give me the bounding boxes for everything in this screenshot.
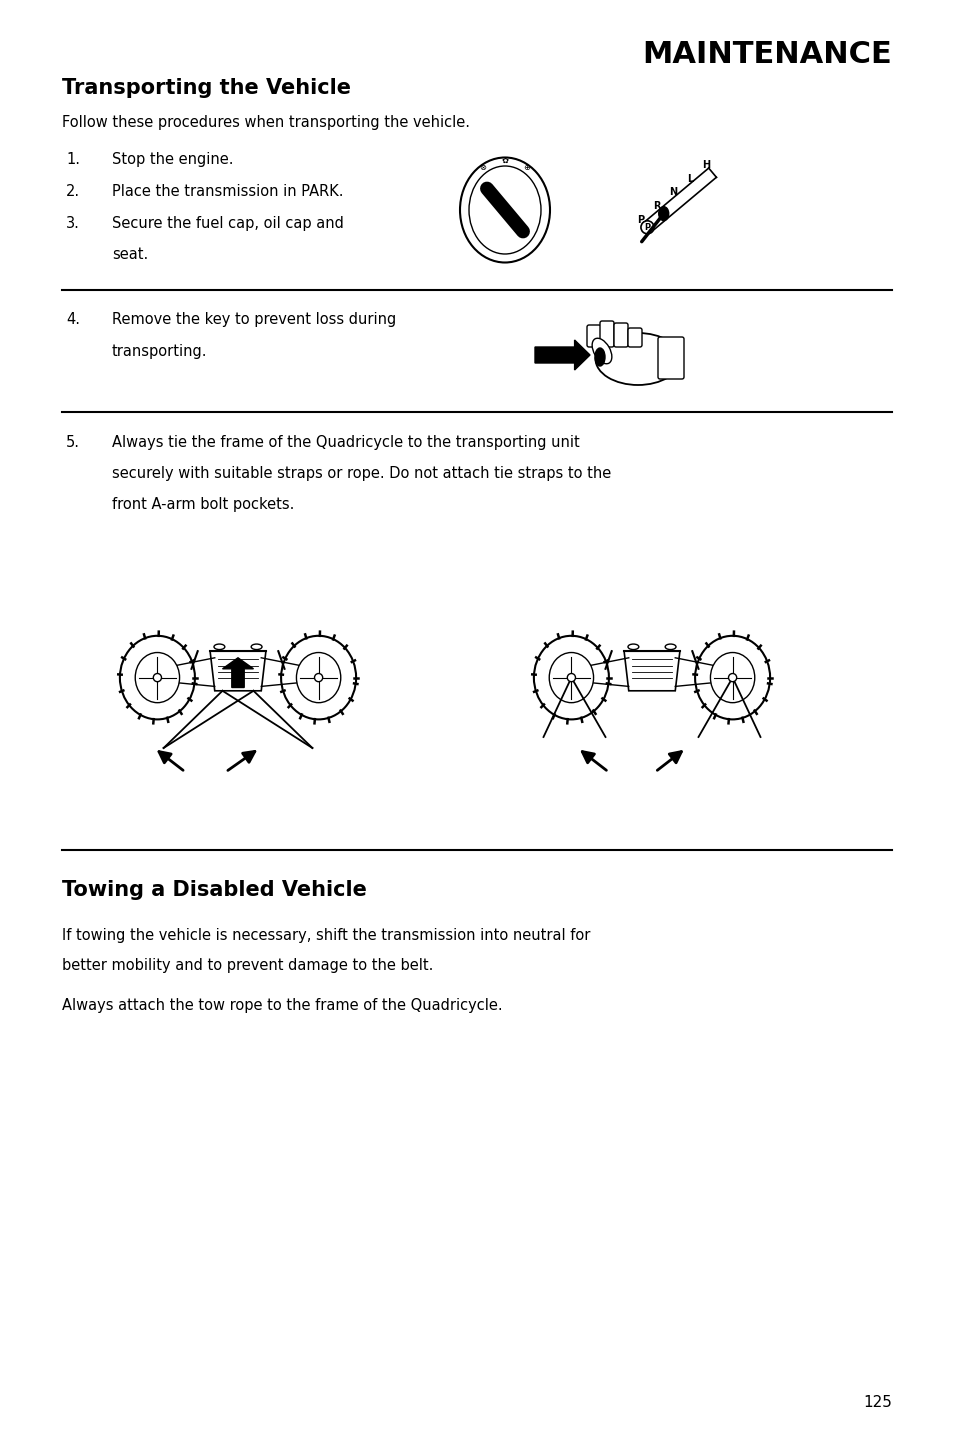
Text: front A-arm bolt pockets.: front A-arm bolt pockets.: [112, 497, 294, 512]
Text: Towing a Disabled Vehicle: Towing a Disabled Vehicle: [62, 880, 367, 900]
Ellipse shape: [627, 644, 639, 650]
Text: Always attach the tow rope to the frame of the Quadricycle.: Always attach the tow rope to the frame …: [62, 997, 502, 1013]
FancyBboxPatch shape: [599, 321, 614, 348]
Text: Remove the key to prevent loss during: Remove the key to prevent loss during: [112, 313, 395, 327]
Text: P: P: [637, 215, 644, 225]
Ellipse shape: [592, 339, 611, 364]
Text: H: H: [701, 160, 709, 170]
Ellipse shape: [710, 653, 754, 702]
Ellipse shape: [658, 206, 668, 221]
Ellipse shape: [595, 333, 679, 385]
Text: securely with suitable straps or rope. Do not attach tie straps to the: securely with suitable straps or rope. D…: [112, 465, 611, 481]
Ellipse shape: [251, 644, 262, 650]
Circle shape: [640, 221, 653, 234]
Ellipse shape: [459, 157, 550, 263]
Text: 2.: 2.: [66, 185, 80, 199]
Text: Follow these procedures when transporting the vehicle.: Follow these procedures when transportin…: [62, 115, 470, 129]
Ellipse shape: [135, 653, 179, 702]
Ellipse shape: [213, 644, 225, 650]
Polygon shape: [623, 651, 679, 691]
Circle shape: [314, 673, 322, 682]
FancyBboxPatch shape: [614, 323, 627, 348]
Text: R: R: [653, 201, 660, 211]
Text: transporting.: transporting.: [112, 345, 208, 359]
Circle shape: [153, 673, 161, 682]
Ellipse shape: [281, 635, 355, 720]
Ellipse shape: [595, 348, 604, 366]
Ellipse shape: [469, 166, 540, 254]
Text: MAINTENANCE: MAINTENANCE: [641, 41, 891, 68]
Text: better mobility and to prevent damage to the belt.: better mobility and to prevent damage to…: [62, 958, 433, 973]
Ellipse shape: [695, 635, 769, 720]
Text: 3.: 3.: [66, 217, 80, 231]
Polygon shape: [210, 651, 266, 691]
Text: Place the transmission in PARK.: Place the transmission in PARK.: [112, 185, 343, 199]
Text: ✿: ✿: [501, 156, 508, 164]
Text: Secure the fuel cap, oil cap and: Secure the fuel cap, oil cap and: [112, 217, 343, 231]
Text: L: L: [686, 173, 692, 183]
Polygon shape: [222, 657, 253, 688]
Text: 4.: 4.: [66, 313, 80, 327]
Text: ⊕: ⊕: [523, 163, 530, 173]
Circle shape: [567, 673, 575, 682]
Polygon shape: [535, 340, 589, 369]
Ellipse shape: [549, 653, 593, 702]
Text: Always tie the frame of the Quadricycle to the transporting unit: Always tie the frame of the Quadricycle …: [112, 435, 579, 449]
Text: If towing the vehicle is necessary, shift the transmission into neutral for: If towing the vehicle is necessary, shif…: [62, 928, 590, 944]
Ellipse shape: [120, 635, 194, 720]
Text: seat.: seat.: [112, 247, 148, 262]
Ellipse shape: [664, 644, 676, 650]
FancyBboxPatch shape: [586, 326, 600, 348]
Text: ⊗: ⊗: [479, 163, 486, 173]
Text: 1.: 1.: [66, 153, 80, 167]
Text: P: P: [643, 222, 650, 231]
FancyBboxPatch shape: [658, 337, 683, 379]
Circle shape: [728, 673, 736, 682]
Text: Transporting the Vehicle: Transporting the Vehicle: [62, 79, 351, 97]
Text: 125: 125: [862, 1394, 891, 1410]
Ellipse shape: [534, 635, 608, 720]
Text: N: N: [669, 188, 677, 198]
Ellipse shape: [296, 653, 340, 702]
Text: 5.: 5.: [66, 435, 80, 449]
FancyBboxPatch shape: [627, 329, 641, 348]
Text: Stop the engine.: Stop the engine.: [112, 153, 233, 167]
